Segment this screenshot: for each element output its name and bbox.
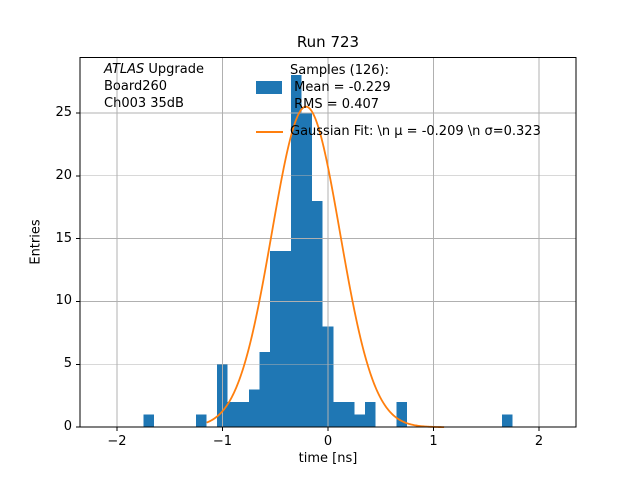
- annotation-line-3: Ch003 35dB: [104, 96, 184, 111]
- legend-samples-label: Samples (126): Mean = -0.229 RMS = 0.407: [290, 62, 391, 113]
- x-tick-label: 1: [429, 434, 438, 450]
- y-tick-label: 15: [55, 230, 72, 246]
- annotation-line-1: ATLAS Upgrade: [104, 61, 204, 78]
- legend-gaussian-swatch-col: [256, 130, 290, 133]
- x-tick-label: −2: [107, 434, 127, 450]
- x-tick-label: −1: [212, 434, 233, 450]
- annotation-line-2: Board260: [104, 79, 168, 94]
- histogram-swatch: [256, 81, 282, 94]
- legend-samples-swatch-col: [256, 81, 290, 94]
- annotation-atlas: ATLAS: [104, 62, 145, 77]
- y-tick-label: 5: [63, 356, 72, 372]
- legend-samples-line-1: Samples (126):: [290, 63, 389, 78]
- y-tick-label: 10: [55, 293, 72, 309]
- legend: Samples (126): Mean = -0.229 RMS = 0.407…: [256, 62, 541, 140]
- annotation-upgrade: Upgrade: [144, 62, 204, 77]
- legend-gaussian-label: Gaussian Fit: \n μ = -0.209 \n σ=0.323: [290, 124, 541, 139]
- chart-title: Run 723: [296, 33, 360, 51]
- legend-samples-entry: Samples (126): Mean = -0.229 RMS = 0.407: [256, 62, 541, 113]
- legend-gaussian-entry: Gaussian Fit: \n μ = -0.209 \n σ=0.323: [256, 123, 541, 140]
- gaussian-line-swatch: [256, 130, 283, 133]
- x-axis-label: time [ns]: [298, 451, 358, 466]
- legend-samples-line-3: RMS = 0.407: [290, 97, 380, 112]
- atlas-annotation: ATLAS Upgrade Board260 Ch003 35dB: [104, 61, 204, 112]
- y-tick-label: 0: [63, 419, 72, 435]
- x-tick-label: 2: [534, 434, 544, 450]
- y-tick-label: 20: [55, 167, 72, 183]
- y-tick-label: 25: [55, 104, 72, 120]
- x-tick-label: 0: [323, 434, 333, 450]
- legend-samples-line-2: Mean = -0.229: [290, 80, 391, 95]
